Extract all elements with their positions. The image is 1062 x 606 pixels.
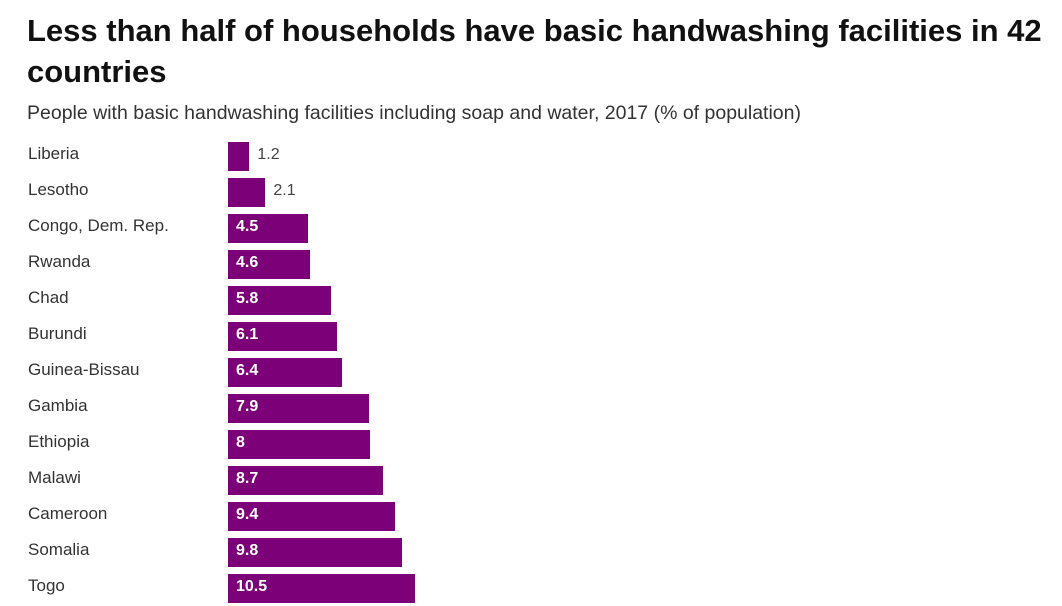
bar-row: Ethiopia 8 [0,426,1062,462]
bar-row: Burundi 6.1 [0,318,1062,354]
data-label: 5.8 [236,290,259,307]
data-label: 8 [236,434,245,451]
bar [228,214,309,243]
bar-row: Somalia 9.8 [0,534,1062,570]
bar-row: Gambia 7.9 [0,390,1062,426]
bar [228,250,310,279]
bar-row: Liberia 1.2 [0,138,1062,174]
chart-subtitle: People with basic handwashing facilities… [27,102,801,124]
category-label: Lesotho [28,180,89,199]
bar-row: Malawi 8.7 [0,462,1062,498]
data-label: 6.4 [236,362,259,379]
bar-row: Guinea-Bissau 6.4 [0,354,1062,390]
category-label: Chad [28,288,69,307]
category-label: Togo [28,576,65,595]
bar-row: Congo, Dem. Rep. 4.5 [0,210,1062,246]
category-label: Congo, Dem. Rep. [28,216,169,235]
bar [228,178,266,207]
bar-chart: Liberia 1.2 Lesotho 2.1 Congo, Dem. Rep. 4.5 R… [0,138,1062,605]
category-label: Liberia [28,144,80,163]
category-label: Gambia [28,396,88,415]
bar [228,466,383,495]
bar [228,538,403,567]
chart-title: Less than half of households have basic … [27,13,1042,89]
category-label: Cameroon [28,504,108,523]
data-label: 9.4 [236,506,259,523]
data-label: 9.8 [236,542,259,559]
data-label: 6.1 [236,326,259,343]
category-label: Guinea-Bissau [28,360,140,379]
data-label: 1.2 [257,146,280,163]
bar [228,142,250,171]
bar [228,322,337,351]
data-label: 8.7 [236,470,259,487]
data-label: 7.9 [236,398,259,415]
data-label: 2.1 [273,182,296,199]
bar-row: Togo 10.5 [0,570,1062,606]
data-label: 10.5 [236,578,268,595]
data-label: 4.5 [236,218,259,235]
category-label: Burundi [28,324,87,343]
bar-row: Lesotho 2.1 [0,174,1062,210]
bar-row: Chad 5.8 [0,282,1062,318]
category-label: Somalia [28,540,90,559]
category-label: Ethiopia [28,432,90,451]
category-label: Malawi [28,468,81,487]
bar-row: Cameroon 9.4 [0,498,1062,534]
bar [228,286,332,315]
bar-row: Rwanda 4.6 [0,246,1062,282]
bar [228,574,415,603]
category-label: Rwanda [28,252,91,271]
bar [228,430,371,459]
bar [228,502,396,531]
data-label: 4.6 [236,254,259,271]
bar [228,358,342,387]
bar [228,394,369,423]
